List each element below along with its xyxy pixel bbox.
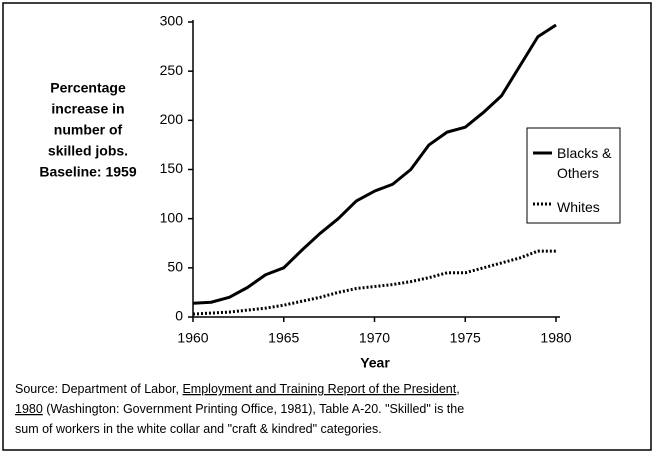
source-note: Source: Department of Labor, Employment … <box>15 382 460 396</box>
legend-label: Blacks & Others <box>557 145 612 181</box>
y-axis-title: number of <box>54 122 123 138</box>
legend-label-box: Whites <box>557 199 600 215</box>
y-axis-title: Percentage <box>50 80 126 96</box>
y-tick-label: 50 <box>167 259 183 275</box>
source-segment: sum of workers in the white collar and "… <box>15 422 382 436</box>
x-tick-label: 1965 <box>268 330 299 346</box>
y-tick-label: 300 <box>160 13 184 29</box>
y-axis-title: skilled jobs. <box>48 143 128 159</box>
y-axis-title: Baseline: 1959 <box>39 164 136 180</box>
legend-label: Whites <box>557 199 600 215</box>
x-axis-title: Year <box>360 355 390 371</box>
x-tick-label: 1960 <box>177 330 208 346</box>
source-segment: Source: Department of Labor, <box>15 382 182 396</box>
y-tick-label: 200 <box>160 111 184 127</box>
y-tick-label: 150 <box>160 160 184 176</box>
series-line <box>192 249 556 316</box>
legend-box <box>526 127 621 224</box>
x-tick-label: 1975 <box>450 330 481 346</box>
x-tick-label: 1970 <box>359 330 390 346</box>
x-tick-label: 1980 <box>540 330 571 346</box>
source-segment: (Washington: Government Printing Office,… <box>43 402 464 416</box>
y-tick-label: 250 <box>160 62 184 78</box>
source-segment: 1980 <box>15 402 43 416</box>
series-line <box>192 23 557 305</box>
source-note: 1980 (Washington: Government Printing Of… <box>15 402 464 416</box>
source-note: sum of workers in the white collar and "… <box>15 422 382 436</box>
y-axis-title: increase in <box>51 101 124 117</box>
y-tick-label: 100 <box>160 209 184 225</box>
source-segment: Employment and Training Report of the Pr… <box>182 382 456 396</box>
source-segment: , <box>456 382 459 396</box>
legend-label-box: Blacks & Others <box>557 145 612 181</box>
frame <box>2 2 652 451</box>
y-tick-label: 0 <box>175 308 183 324</box>
